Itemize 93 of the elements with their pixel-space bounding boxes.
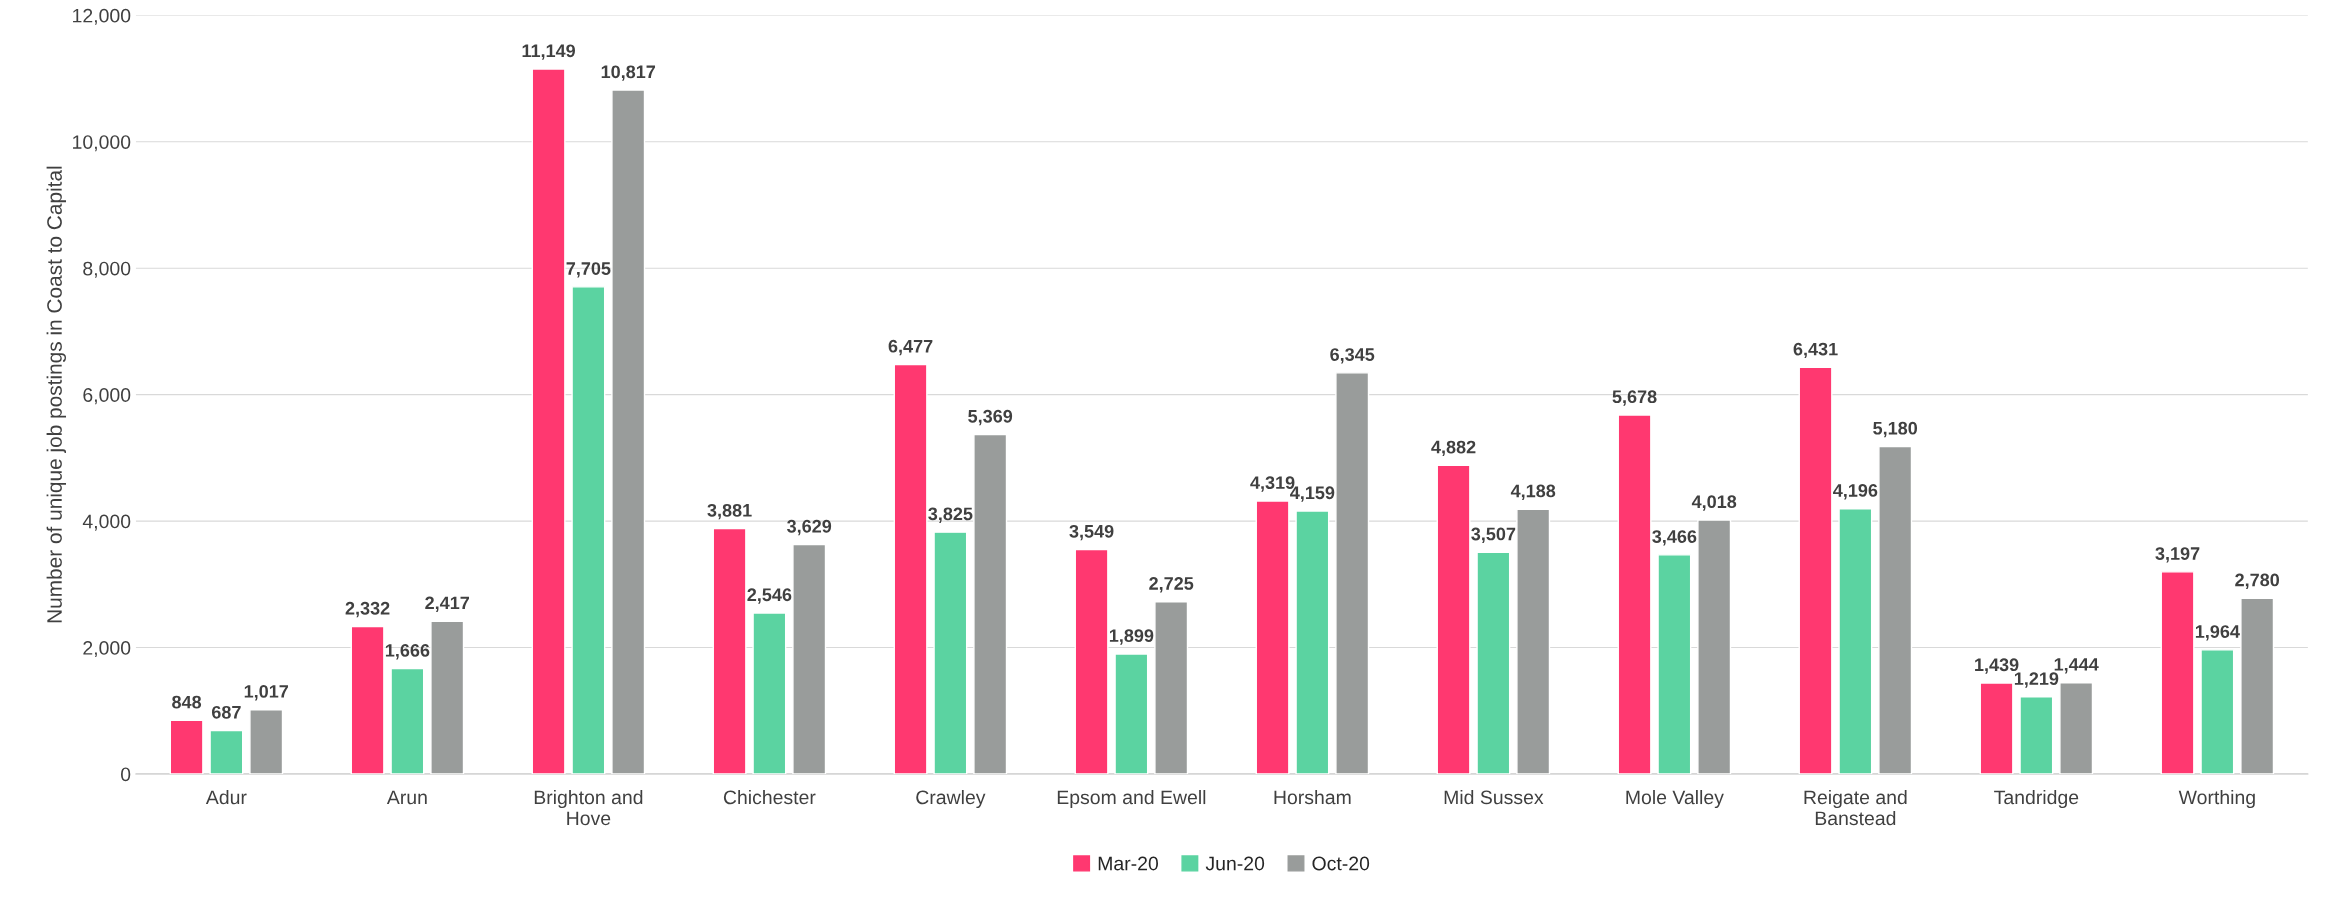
y-axis-title: Number of unique job postings in Coast to Capital [46,166,67,623]
data-label: 4,196 [1833,484,1878,500]
data-label: 3,466 [1652,530,1697,546]
x-tick-label: Reigate and Banstead [1804,789,1907,826]
data-label: 2,780 [2235,573,2280,589]
data-label: 1,219 [2014,672,2059,688]
data-label: 1,899 [1109,629,1154,645]
y-tick-label: 8,000 [83,261,131,278]
data-label: 1,964 [2195,625,2240,641]
legend-label: Oct-20 [1312,856,1370,871]
x-tick-label: Adur [205,789,247,805]
legend-label: Jun-20 [1205,856,1265,871]
x-tick-label: Chichester [723,789,816,805]
bar [531,68,566,774]
bar [611,89,646,774]
data-label: 2,725 [1149,577,1194,593]
bar [350,625,385,774]
x-tick-label: Brighton and Hove [534,789,643,826]
x-tick-label: Tandridge [1994,789,2079,809]
y-tick-label: 4,000 [82,514,131,531]
bar [430,620,465,774]
bar [2059,682,2094,774]
y-tick-label: 10,000 [73,135,131,152]
bar [752,612,787,774]
x-tick-label: Mid Sussex [1444,789,1544,805]
data-label: 1,444 [2054,658,2099,674]
bar [1979,682,2014,774]
data-label: 4,018 [1691,495,1737,511]
data-label: 2,546 [747,588,792,604]
bar [169,719,204,774]
data-label: 1,439 [1975,658,2019,674]
y-tick-label: 2,000 [83,641,131,658]
data-label: 687 [211,705,241,719]
bar [1255,500,1290,774]
bar [1074,548,1109,774]
bar [1436,464,1471,774]
data-label: 5,180 [1873,421,1918,438]
bar [1697,519,1732,774]
legend-label: Mar-20 [1098,856,1159,871]
bar [1114,653,1149,774]
bar [893,363,928,774]
data-label: 6,477 [888,339,933,356]
data-label: 3,197 [2155,547,2200,563]
data-label: 6,345 [1330,348,1375,364]
data-label: 6,431 [1793,342,1838,359]
bar [209,729,244,774]
bar [249,709,284,774]
data-label: 848 [172,695,202,709]
data-label: 2,417 [425,596,470,612]
data-label: 10,817 [601,65,656,81]
bar [1878,445,1913,774]
data-label: 3,507 [1471,527,1516,543]
bar [571,286,606,774]
y-tick-label: 6,000 [83,388,131,405]
data-label: 4,188 [1510,484,1556,500]
bar [2019,696,2054,774]
y-tick-label: 0 [120,767,131,782]
x-tick-label: Arun [386,790,427,805]
bar [1838,508,1873,774]
bar [1335,372,1370,774]
bar [712,527,747,774]
x-tick-label: Epsom and Ewell [1057,789,1206,809]
bar [1295,510,1330,774]
bar [2200,649,2235,774]
data-label: 3,629 [787,519,832,536]
data-label: 3,549 [1069,524,1114,541]
data-label: 5,678 [1612,390,1657,406]
bar [1617,414,1652,774]
data-label: 3,825 [928,507,973,523]
bar [1516,508,1551,774]
x-tick-label: Horsham [1274,789,1351,805]
bar [1798,366,1833,774]
data-label: 7,705 [566,262,611,278]
bar [390,667,425,774]
x-tick-label: Worthing [2178,789,2255,809]
bar [973,433,1008,774]
y-tick-label: 12,000 [73,8,131,25]
data-label: 1,666 [385,643,430,660]
data-label: 4,882 [1431,440,1476,457]
data-label: 1,017 [244,685,289,701]
x-tick-label: Mole Valley [1626,789,1724,809]
bar [792,543,827,774]
bar [1154,601,1189,774]
x-tick-label: Crawley [916,789,986,809]
bar [1476,551,1511,774]
bar [2160,571,2195,774]
data-label: 2,332 [345,601,390,618]
bar [933,531,968,774]
data-label: 3,881 [707,503,752,520]
data-label: 11,149 [522,44,576,60]
data-label: 5,369 [968,409,1013,426]
bar [1657,554,1692,774]
bar [2240,597,2275,774]
